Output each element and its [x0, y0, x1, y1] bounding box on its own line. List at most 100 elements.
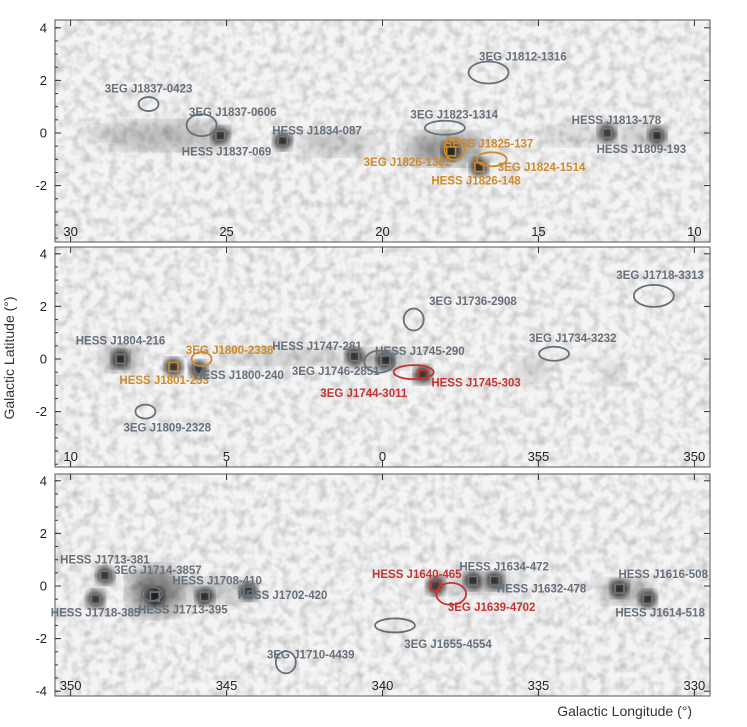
source-label: HESS J1702-420: [238, 590, 328, 602]
hess-source-marker: [380, 355, 391, 366]
egret-contour: [423, 119, 466, 136]
source-label: HESS J1825-137: [444, 139, 534, 151]
y-tick-label: 4: [40, 20, 47, 35]
egret-contour: [134, 403, 157, 420]
egret-contour: [140, 585, 163, 602]
x-tick-label: 355: [528, 449, 550, 464]
source-label: HESS J1813-178: [572, 115, 662, 127]
diffuse-emission: [539, 125, 600, 146]
hess-source-marker: [115, 353, 126, 365]
source-label: 3EG J1639-4702: [448, 602, 536, 614]
hess-source-marker: [277, 135, 288, 147]
y-tick-label: 0: [40, 579, 47, 594]
source-label: HESS J1747-281: [272, 341, 362, 353]
x-axis-title: Galactic Longitude (°): [557, 703, 692, 719]
egret-contour: [274, 650, 297, 675]
x-tick-label: 15: [531, 224, 545, 239]
source-emission: [195, 587, 214, 606]
source-label: 3EG J1734-3232: [529, 333, 617, 345]
y-tick-label: 2: [40, 73, 47, 88]
source-label: HESS J1826-148: [431, 175, 521, 187]
source-label: HESS J1809-193: [597, 144, 687, 156]
source-label: 3EG J1826-1302: [364, 157, 452, 169]
source-label: HESS J1632-478: [497, 584, 587, 596]
x-tick-label: 345: [216, 678, 238, 693]
x-tick-label: 5: [223, 449, 230, 464]
egret-contour: [392, 364, 435, 381]
egret-contour: [467, 60, 510, 85]
diffuse-emission: [295, 131, 376, 156]
source-label: 3EG J1655-4554: [404, 639, 492, 651]
x-tick-label: 350: [60, 678, 82, 693]
y-tick-label: 2: [40, 299, 47, 314]
source-label: 3EG J1718-3313: [616, 270, 704, 282]
hess-source-marker: [349, 351, 360, 362]
y-tick-label: -2: [35, 631, 47, 646]
source-label: HESS J1801-233: [119, 375, 209, 387]
y-tick-label: 4: [40, 473, 47, 488]
hess-source-marker: [90, 593, 101, 605]
source-label: HESS J1708-410: [172, 576, 262, 588]
source-emission: [470, 158, 489, 177]
source-label: 3EG J1837-0606: [189, 107, 277, 119]
x-tick-label: 0: [379, 449, 386, 464]
source-emission: [211, 126, 230, 145]
source-label: HESS J1745-303: [431, 378, 521, 390]
source-label: HESS J1804-216: [76, 336, 166, 348]
diffuse-emission: [601, 364, 626, 385]
source-emission: [86, 590, 105, 609]
source-label: HESS J1634-472: [459, 561, 549, 573]
x-tick-label: 25: [219, 224, 233, 239]
source-emission: [647, 126, 666, 145]
egret-contour: [402, 307, 425, 332]
significance-map-3: [55, 474, 710, 696]
x-tick-label: 20: [375, 224, 389, 239]
diffuse-emission: [81, 125, 122, 141]
hess-source-marker: [651, 130, 663, 141]
hess-source-marker: [614, 583, 625, 594]
source-label: 3EG J1809-2328: [123, 422, 211, 434]
y-tick-label: -4: [35, 684, 47, 699]
source-label: HESS J1713-381: [60, 555, 150, 567]
egret-contour: [632, 283, 675, 308]
source-label: 3EG J1824-1514: [498, 162, 586, 174]
source-label: HESS J1837-069: [182, 146, 272, 158]
source-label: HESS J1614-518: [615, 607, 705, 619]
y-axis-title: Galactic Latitude (°): [1, 296, 17, 419]
hess-source-marker: [445, 146, 457, 157]
y-tick-label: 2: [40, 526, 47, 541]
y-tick-label: 4: [40, 246, 47, 261]
hess-source-marker: [199, 591, 211, 602]
y-tick-label: -2: [35, 404, 47, 419]
source-label: 3EG J1746-2851: [292, 366, 380, 378]
egret-contour: [435, 581, 468, 606]
x-tick-label: 30: [63, 224, 77, 239]
x-tick-label: 330: [684, 678, 706, 693]
x-tick-label: 10: [63, 449, 77, 464]
source-label: 3EG J1800-2338: [186, 345, 274, 357]
source-label: HESS J1718-385: [51, 607, 141, 619]
y-tick-label: 0: [40, 352, 47, 367]
diffuse-emission: [218, 348, 359, 365]
diffuse-emission: [514, 357, 551, 382]
source-emission: [95, 566, 114, 585]
source-label: HESS J1640-465: [372, 569, 462, 581]
source-label: HESS J1745-290: [375, 346, 465, 358]
source-label: 3EG J1710-4439: [267, 649, 355, 661]
egret-contour: [363, 349, 396, 374]
panel-3: -4 -2 0 2 4 350 345 340 335 330 HESS J1713-381 HESS…: [35, 473, 711, 699]
x-tick-label: 350: [684, 449, 706, 464]
source-emission: [164, 357, 183, 376]
hess-source-marker: [168, 361, 179, 373]
egret-contour: [443, 136, 466, 161]
source-label: 3EG J1837-0423: [105, 83, 193, 95]
egret-contour: [185, 113, 218, 138]
hess-source-marker: [417, 369, 429, 381]
hess-source-marker: [99, 570, 111, 581]
hess-source-marker: [601, 127, 613, 139]
egret-contour: [538, 345, 570, 362]
diffuse-emission: [104, 121, 225, 150]
hess-source-marker: [467, 575, 479, 587]
